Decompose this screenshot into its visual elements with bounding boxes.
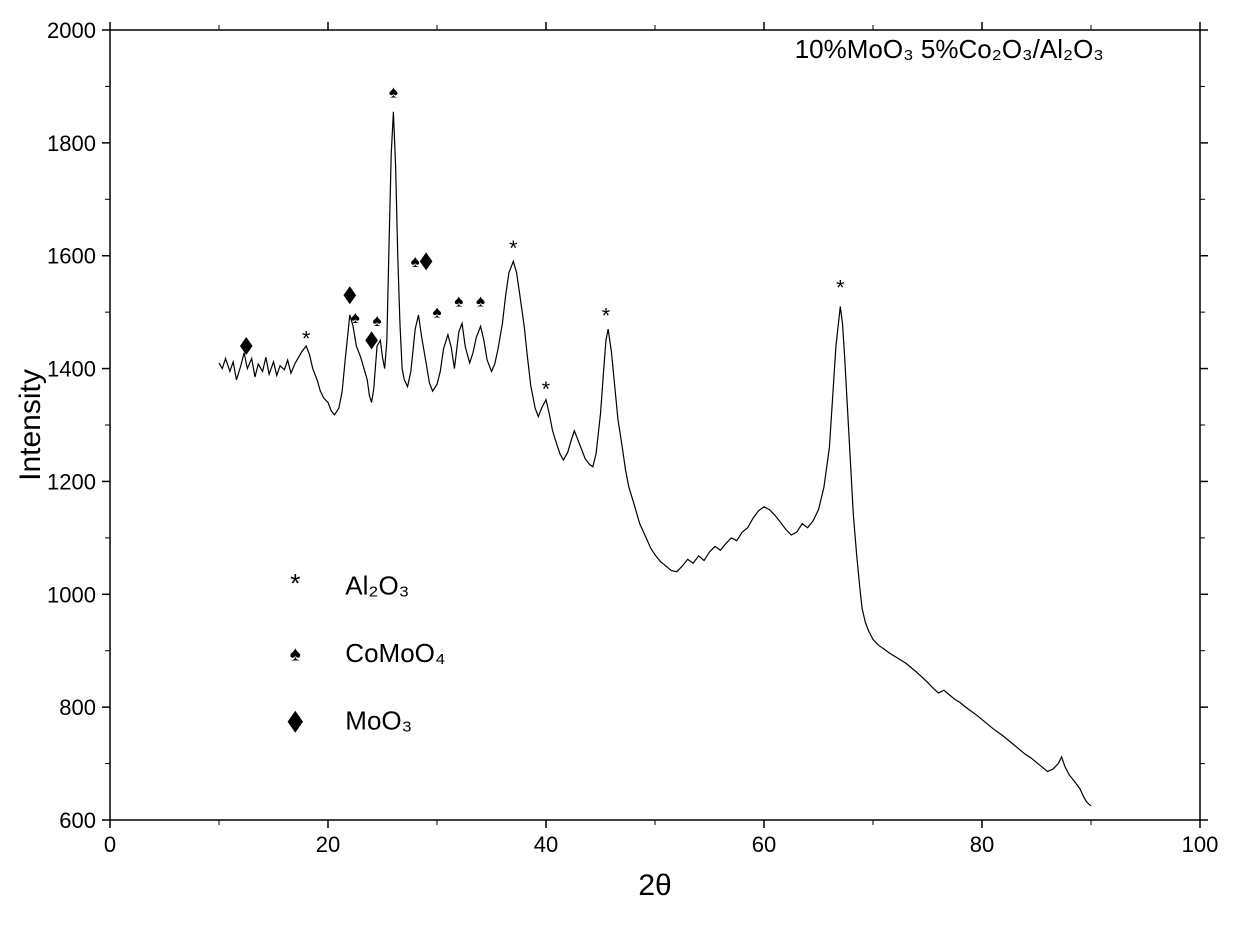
spade-marker: ♠ <box>290 643 301 666</box>
chart-svg: 0 20 40 60 80 100 600 800 1000 1200 1400 1600 1800 20… <box>0 0 1239 927</box>
plot-frame <box>110 30 1200 820</box>
star-marker: * <box>542 376 551 401</box>
legend-label: MoO₃ <box>345 706 412 736</box>
spade-marker: ♠ <box>373 311 382 330</box>
x-axis-label: 2θ <box>638 869 671 902</box>
star-marker: * <box>602 303 611 328</box>
y-tick-label: 1400 <box>47 357 96 382</box>
y-axis-label: Intensity <box>14 369 47 481</box>
diamond-marker <box>344 286 357 304</box>
star-marker: * <box>290 568 300 598</box>
x-tick-label: 100 <box>1182 832 1219 857</box>
y-tick-label: 2000 <box>47 18 96 43</box>
star-marker: * <box>509 235 518 260</box>
x-tick-label: 0 <box>104 832 116 857</box>
legend-label: CoMoO₄ <box>345 638 445 668</box>
y-tick-label: 1600 <box>47 244 96 269</box>
diamond-marker <box>420 252 433 270</box>
legend-label: Al₂O₃ <box>345 570 409 600</box>
diamond-marker <box>240 337 253 355</box>
spade-marker: ♠ <box>432 303 441 322</box>
y-tick-label: 800 <box>59 695 96 720</box>
spade-marker: ♠ <box>476 291 485 310</box>
x-tick-label: 60 <box>752 832 776 857</box>
star-marker: * <box>836 275 845 300</box>
y-tick-label: 600 <box>59 808 96 833</box>
spade-marker: ♠ <box>411 252 420 271</box>
xrd-chart: 0 20 40 60 80 100 600 800 1000 1200 1400 1600 1800 20… <box>0 0 1239 927</box>
spade-marker: ♠ <box>389 82 398 101</box>
spade-marker: ♠ <box>351 308 360 327</box>
spade-marker: ♠ <box>454 291 463 310</box>
y-tick-label: 1200 <box>47 469 96 494</box>
diamond-marker <box>365 331 378 349</box>
y-tick-label: 1000 <box>47 582 96 607</box>
x-tick-label: 20 <box>316 832 340 857</box>
chart-title: 10%MoO₃ 5%Co₂O₃/Al₂O₃ <box>795 34 1104 64</box>
x-tick-label: 80 <box>970 832 994 857</box>
star-marker: * <box>302 325 311 350</box>
y-tick-label: 1800 <box>47 131 96 156</box>
xrd-trace <box>219 112 1091 806</box>
x-tick-label: 40 <box>534 832 558 857</box>
diamond-marker <box>288 711 303 733</box>
